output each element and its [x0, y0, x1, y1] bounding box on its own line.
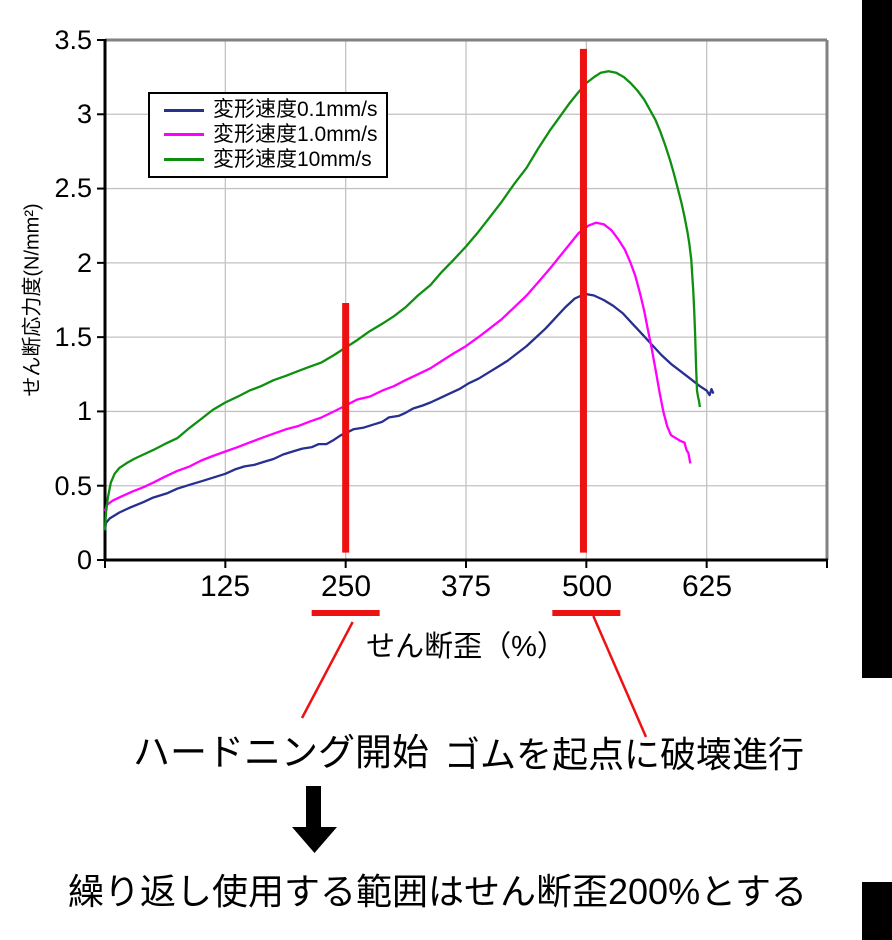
chart-legend: 変形速度0.1mm/s 変形速度1.0mm/s 変形速度10mm/s: [148, 92, 388, 178]
y-tick-label: 2: [76, 248, 92, 278]
legend-label: 変形速度1.0mm/s: [213, 122, 378, 146]
bottom-right-black-bar: [862, 882, 892, 940]
series-line-swatch: [164, 108, 204, 112]
x-tick-label: 625: [681, 570, 733, 603]
legend-entry: 変形速度0.1mm/s: [164, 99, 386, 121]
rubber-fracture-annotation: ゴムを起点に破壊進行: [444, 734, 805, 775]
down-arrow-icon: [292, 827, 337, 853]
y-tick-label: 1: [76, 396, 92, 426]
right-edge-black-bar: [862, 0, 892, 678]
usage-range-note: 繰り返し使用する範囲はせん断歪200%とする: [68, 871, 807, 912]
series-line-swatch: [164, 133, 204, 137]
y-tick-label: 2.5: [54, 173, 92, 203]
legend-label: 変形速度0.1mm/s: [213, 98, 378, 122]
legend-entry: 変形速度10mm/s: [164, 147, 386, 171]
series-line-swatch: [164, 158, 204, 162]
y-tick-label: 0.5: [54, 471, 92, 501]
legend-label: 変形速度10mm/s: [213, 147, 372, 171]
y-tick-label: 1.5: [54, 322, 92, 352]
x-tick-label: 375: [440, 570, 492, 603]
legend-entry: 変形速度1.0mm/s: [164, 122, 386, 146]
y-tick-label: 3.5: [54, 25, 92, 55]
y-axis-title: せん断応力度(N/mm²): [21, 203, 44, 397]
x-tick-label: 250: [320, 570, 372, 603]
y-tick-label: 0: [76, 545, 92, 575]
x-axis-title: せん断歪（%）: [366, 631, 566, 663]
x-tick-label: 125: [199, 570, 251, 603]
hardening-start-annotation: ハードニング開始: [133, 732, 429, 773]
y-tick-label: 3: [76, 99, 92, 129]
x-tick-label: 500: [561, 570, 613, 603]
